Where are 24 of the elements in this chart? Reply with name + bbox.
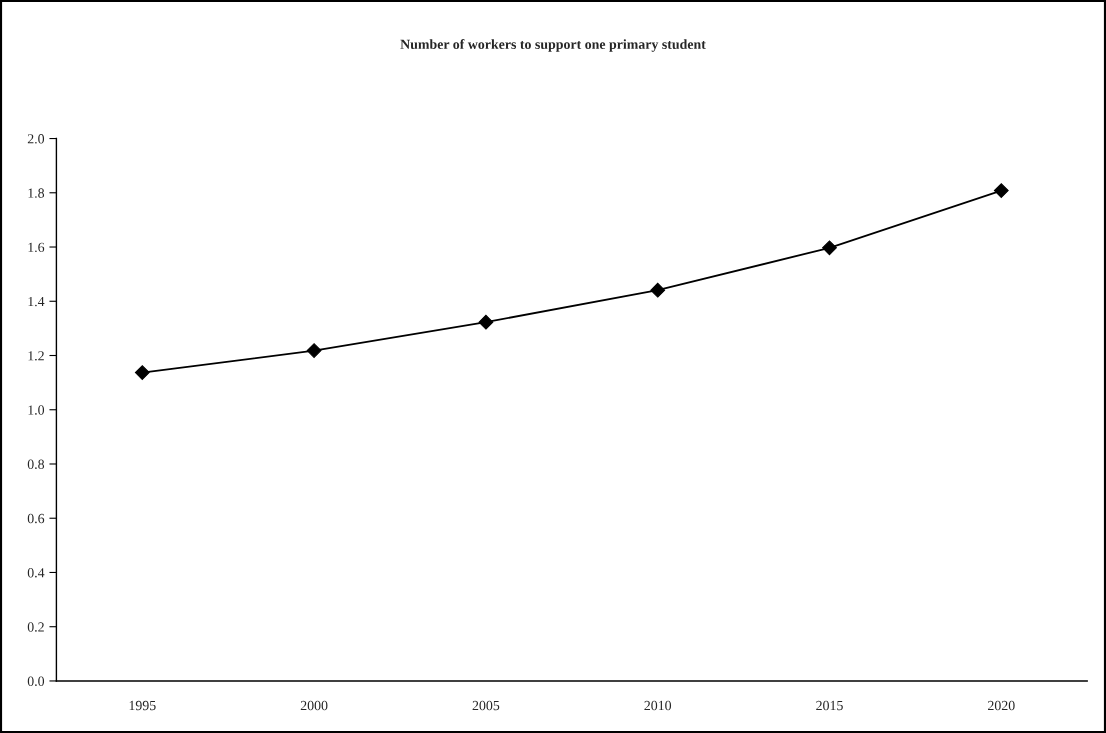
y-tick-label: 0.4 <box>27 568 45 578</box>
point <box>306 343 322 359</box>
x-tick-label: 2015 <box>816 700 843 711</box>
point <box>650 282 666 298</box>
chart-title: Number of workers to support one primary student <box>400 39 706 52</box>
y-tick-label: 0.6 <box>27 513 45 524</box>
y-tick-label: 1.8 <box>28 188 45 198</box>
y-tick-label: 0.2 <box>27 622 44 632</box>
point <box>822 240 837 256</box>
x-tick-label: 1995 <box>129 700 156 711</box>
y-tick-label: 1.0 <box>28 405 45 415</box>
x-tick-label: 2010 <box>644 700 672 711</box>
x-tick-label: 2005 <box>472 700 500 711</box>
y-tick-label: 0.8 <box>27 459 45 470</box>
y-tick-label: 0.0 <box>27 676 45 686</box>
y-tick-label: 1.4 <box>28 296 45 307</box>
point <box>134 365 150 380</box>
x-tick-label: 2000 <box>300 700 328 711</box>
point <box>478 314 494 330</box>
y-tick-label: 1.6 <box>28 242 45 253</box>
point <box>993 183 1009 198</box>
x-tick-label: 2020 <box>988 700 1015 711</box>
y-tick-label: 1.2 <box>28 351 44 361</box>
y-tick-label: 2.0 <box>27 134 45 144</box>
